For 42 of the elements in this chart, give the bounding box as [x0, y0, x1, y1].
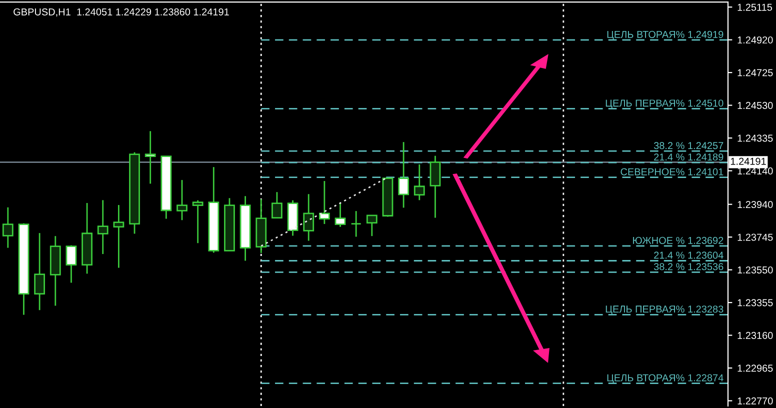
- candlestick: [318, 180, 330, 225]
- y-tick-label: 1.24335: [738, 134, 773, 142]
- candlestick: [414, 164, 425, 201]
- y-tick-label: 1.23745: [738, 234, 773, 241]
- candlestick: [430, 155, 441, 218]
- ref-line-label: СЕВЕРНОЕ% 1.24101: [620, 168, 724, 176]
- candlestick: [34, 232, 46, 311]
- y-tick-label: 1.25115: [738, 4, 772, 11]
- y-tick-label: 1.24530: [738, 102, 773, 110]
- candlestick: [66, 244, 77, 284]
- text: GBPUSD,H1 1.24051 1.24229 1.23860 1.24191: [14, 8, 229, 17]
- ref-line-label: ЦЕЛЬ ПЕРВАЯ% 1.23283: [606, 306, 724, 315]
- ref-line-label: ЦЕЛЬ ВТОРАЯ% 1.24919: [607, 30, 724, 40]
- y-tick-label: 1.24725: [738, 69, 773, 76]
- candlestick: [192, 200, 204, 244]
- y-tick-label: 1.23550: [738, 266, 773, 274]
- candlestick: [334, 202, 346, 228]
- y-tick-label: 1.22770: [738, 397, 773, 404]
- candlestick: [97, 199, 108, 255]
- y-tick-label: 1.24140: [738, 167, 773, 174]
- ref-line-label: 38.2 % 1.24257: [654, 142, 724, 150]
- y-tick-label: 1.23940: [738, 200, 773, 208]
- candlestick: [398, 141, 410, 208]
- candlestick: [303, 193, 314, 242]
- y-tick-label: 1.24920: [738, 36, 773, 44]
- ref-line-label: ЦЕЛЬ ВТОРАЯ% 1.22874: [607, 374, 724, 384]
- candlestick: [350, 210, 362, 238]
- ref-line-label: ЮЖНОЕ % 1.23692: [633, 236, 724, 244]
- candlestick: [144, 130, 156, 184]
- ref-line-label: 21.4 % 1.23604: [654, 252, 724, 259]
- candlestick: [2, 206, 14, 249]
- ref-line-label: 1.24191: [730, 158, 766, 165]
- ref-line-label: 38.2 % 1.23536: [654, 263, 724, 270]
- candlestick: [272, 191, 282, 218]
- candlestick: [176, 179, 188, 221]
- ref-line-label: 21.4 % 1.24189: [654, 153, 724, 161]
- candlestick: [113, 204, 124, 268]
- candlestick: [366, 214, 378, 237]
- ref-line-label: ЦЕЛЬ ПЕРВАЯ% 1.24510: [606, 100, 724, 109]
- y-tick-label: 1.23355: [738, 299, 773, 306]
- y-tick-label: 1.23160: [738, 332, 773, 340]
- y-tick-label: 1.22965: [738, 364, 773, 372]
